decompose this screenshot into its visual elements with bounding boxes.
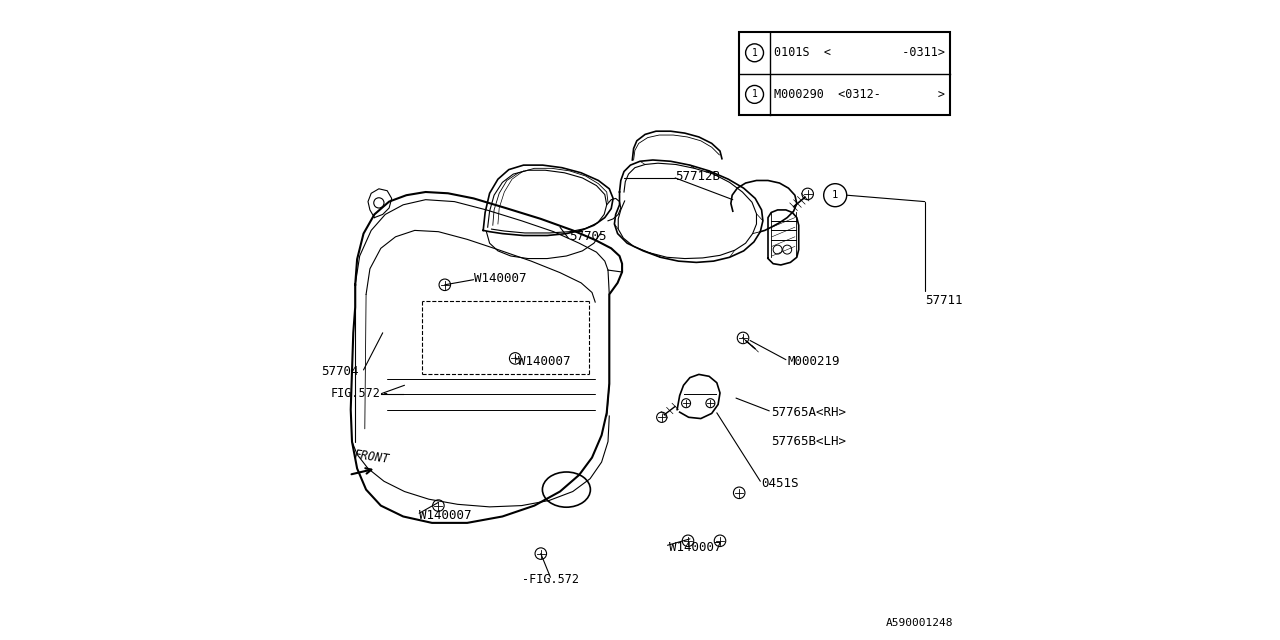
Text: 1: 1 xyxy=(832,190,838,200)
Text: -FIG.572: -FIG.572 xyxy=(522,573,579,586)
Text: -: - xyxy=(381,387,389,400)
Text: M000290  <0312-        >: M000290 <0312- > xyxy=(774,88,946,101)
Text: FRONT: FRONT xyxy=(353,448,390,466)
Text: W140007: W140007 xyxy=(420,509,472,522)
Text: 57704: 57704 xyxy=(321,365,358,378)
Text: 57765B<LH>: 57765B<LH> xyxy=(771,435,846,448)
Text: 1: 1 xyxy=(751,48,758,58)
Text: 1: 1 xyxy=(751,90,758,99)
Text: W140007: W140007 xyxy=(474,272,526,285)
Text: A590001248: A590001248 xyxy=(886,618,954,628)
Text: 57712B: 57712B xyxy=(676,170,721,182)
Text: 0101S  <          -0311>: 0101S < -0311> xyxy=(774,46,946,60)
Text: W140007: W140007 xyxy=(668,541,722,554)
Text: 0451S: 0451S xyxy=(762,477,799,490)
Text: FIG.572: FIG.572 xyxy=(332,387,381,400)
Text: 57705: 57705 xyxy=(570,230,607,243)
Text: 57711: 57711 xyxy=(924,294,963,307)
Text: M000219: M000219 xyxy=(787,355,840,368)
Text: 57765A<RH>: 57765A<RH> xyxy=(771,406,846,419)
Text: W140007: W140007 xyxy=(518,355,571,368)
